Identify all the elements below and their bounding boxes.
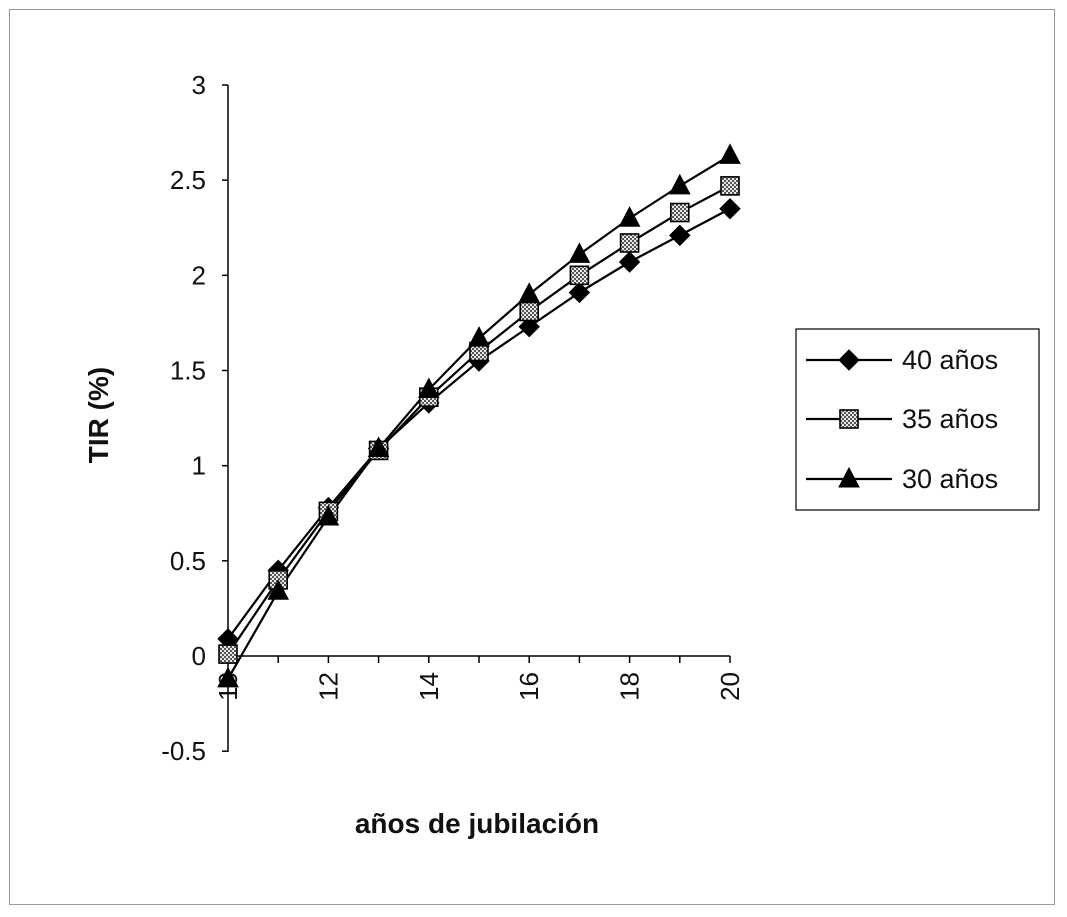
series-line-3	[227, 154, 731, 680]
legend: 40 años 35 años 30 años	[795, 328, 1040, 511]
y-tick-label: 1.5	[170, 356, 206, 386]
axes	[227, 85, 730, 752]
series-3-point	[719, 143, 741, 164]
series-2-point	[569, 265, 590, 286]
series-1-point	[669, 224, 691, 247]
x-axis-title: años de jubilación	[355, 808, 599, 839]
series-3-point	[367, 436, 390, 458]
legend-label: 30 años	[902, 464, 998, 494]
x-ticks: 101214161820	[213, 656, 745, 701]
legend-label: 35 años	[902, 404, 998, 434]
series-1-point	[568, 281, 591, 304]
series-3-point	[618, 206, 641, 227]
series-3-point	[217, 666, 239, 688]
y-tick-label: -0.5	[161, 736, 206, 766]
y-ticks: -0.5 0 0.5 1 1.5 2 2.5 3	[161, 70, 228, 766]
x-tick-label: 12	[313, 672, 343, 701]
series-2-point	[619, 233, 640, 253]
y-tick-label: 2.5	[170, 165, 206, 195]
series-3-point	[568, 242, 591, 263]
series-markers	[217, 143, 741, 688]
series-1-point	[618, 251, 641, 273]
x-tick-label: 18	[615, 672, 645, 701]
series-3-point	[417, 377, 440, 399]
series-2-point	[720, 176, 740, 196]
series-line-2	[227, 184, 731, 655]
series-3-point	[317, 504, 340, 526]
series-2-point	[669, 202, 690, 223]
series-3-point	[668, 173, 691, 195]
series-1-point	[518, 316, 540, 338]
series-2-point	[519, 301, 540, 322]
legend-label: 40 años	[902, 345, 998, 375]
series-3-point	[267, 579, 290, 600]
x-tick-label: 20	[715, 672, 745, 701]
x-tick-label: 16	[514, 672, 544, 701]
x-tick-label: 14	[414, 672, 444, 701]
legend-marker-diamond	[838, 349, 860, 371]
series-3-point	[518, 282, 541, 303]
legend-marker-square	[839, 409, 859, 429]
series-line-1	[227, 207, 731, 640]
series-3-point	[468, 326, 490, 347]
series-lines	[227, 154, 731, 680]
y-tick-label: 0	[192, 641, 206, 671]
y-tick-label: 1	[192, 451, 206, 481]
legend-marker-triangle	[838, 466, 860, 488]
y-axis-title: TIR (%)	[83, 367, 114, 463]
y-tick-label: 2	[192, 260, 206, 290]
series-1-point	[719, 198, 741, 220]
y-tick-label: 0.5	[170, 546, 206, 576]
y-tick-label: 3	[192, 70, 206, 100]
series-2-point	[218, 644, 238, 664]
